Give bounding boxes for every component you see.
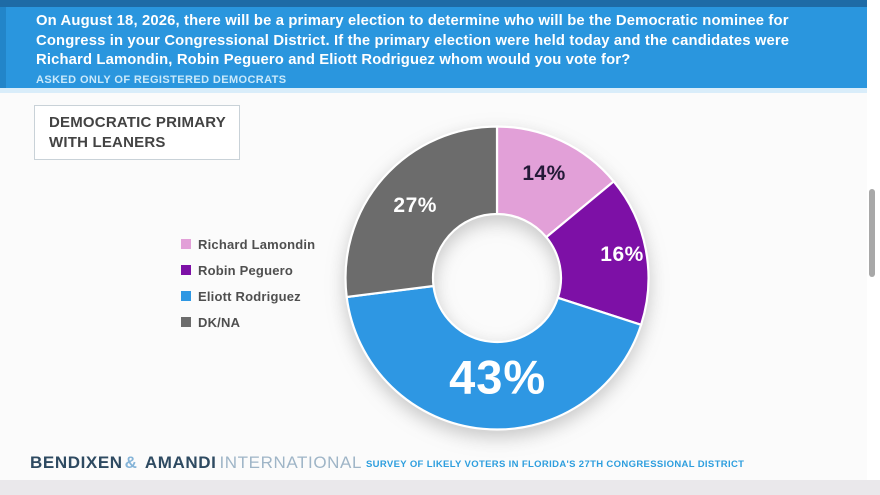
slice-label: 16% <box>600 243 644 267</box>
slice-label: 27% <box>393 193 437 217</box>
chart-title-box: DEMOCRATIC PRIMARY WITH LEANERS <box>34 105 240 160</box>
brand-international: INTERNATIONAL <box>219 453 363 472</box>
question-header: On August 18, 2026, there will be a prim… <box>0 7 867 88</box>
brand-bendixen: BENDIXEN <box>30 453 123 472</box>
slice-label: 43% <box>449 350 547 404</box>
donut-slice <box>344 125 499 299</box>
legend-swatch <box>181 317 191 327</box>
legend-item: DK/NA <box>181 314 315 330</box>
legend-label: Robin Peguero <box>198 262 294 278</box>
legend: Richard Lamondin Robin Peguero Eliott Rodr… <box>181 237 315 341</box>
brand-logo: BENDIXEN & AMANDI INTERNATIONAL <box>30 453 362 473</box>
survey-note: SURVEY OF LIKELY VOTERS IN FLORIDA'S 27T… <box>366 459 745 470</box>
header-left-edge <box>0 7 6 88</box>
legend-item: Richard Lamondin <box>181 236 316 252</box>
donut-slice <box>544 179 650 327</box>
top-strip <box>0 0 867 7</box>
scrollbar-thumb[interactable] <box>869 189 875 277</box>
chart-title-line2: WITH LEANERS <box>49 134 166 152</box>
legend-swatch <box>181 265 191 275</box>
question-text: On August 18, 2026, there will be a prim… <box>36 13 790 69</box>
donut-chart: 14% 16% 43% 27% <box>344 125 650 431</box>
bottom-strip <box>0 480 880 495</box>
legend-item: Eliott Rodriguez <box>181 288 315 304</box>
chart-title-line1: DEMOCRATIC PRIMARY <box>49 114 226 131</box>
slice-label: 14% <box>522 161 566 185</box>
brand-amandi: AMANDI <box>144 453 217 472</box>
donut-slice <box>345 284 643 431</box>
legend-swatch <box>181 239 191 249</box>
legend-label: Richard Lamondin <box>198 236 316 252</box>
question-subtext: ASKED ONLY OF REGISTERED DEMOCRATS <box>36 73 287 86</box>
header-underline <box>0 88 867 93</box>
brand-ampersand: & <box>124 453 138 472</box>
page-margin <box>867 0 880 480</box>
legend-label: Eliott Rodriguez <box>198 288 301 304</box>
legend-swatch <box>181 291 191 301</box>
donut-svg <box>344 125 650 431</box>
legend-item: Robin Peguero <box>181 262 315 278</box>
legend-label: DK/NA <box>198 314 241 330</box>
